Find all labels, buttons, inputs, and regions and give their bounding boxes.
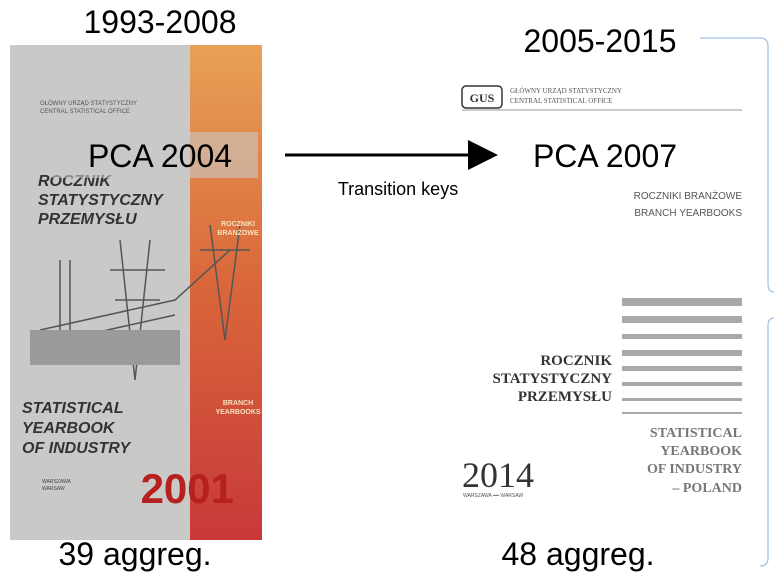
cover-series: BRANŻOWE bbox=[217, 229, 259, 237]
period-label: 1993-2008 bbox=[83, 4, 236, 40]
pca-label: PCA 2007 bbox=[533, 138, 677, 174]
pca-label: PCA 2004 bbox=[88, 138, 232, 174]
cover-title: – POLAND bbox=[671, 481, 742, 496]
cover-title: YEARBOOK bbox=[660, 444, 742, 459]
cover-title: ROCZNIK bbox=[540, 353, 612, 369]
brace bbox=[759, 317, 775, 567]
cover-strip bbox=[190, 45, 262, 540]
logo: GUS bbox=[470, 91, 495, 105]
count-label: 39 aggreg. bbox=[58, 536, 211, 572]
cover-series: YEARBOOKS bbox=[215, 409, 260, 416]
right-cover: GUS GŁÓWNY URZĄD STATYSTYCZNY CENTRAL ST… bbox=[440, 45, 760, 545]
cover-title: PRZEMYSŁU bbox=[518, 389, 612, 405]
count-label: 48 aggreg. bbox=[501, 536, 654, 572]
cover-office: GŁÓWNY URZĄD STATYSTYCZNY bbox=[510, 87, 622, 95]
cover-place: WARSZAWA bbox=[42, 479, 72, 485]
cover-office: GŁÓWNY URZĄD STATYSTYCZNY bbox=[40, 100, 137, 107]
cover-title: STATISTICAL bbox=[650, 426, 742, 441]
cover-background bbox=[440, 45, 760, 545]
cover-year: 2014 bbox=[462, 455, 534, 495]
pylon-illustration bbox=[30, 224, 250, 381]
period-label: 2005-2015 bbox=[523, 23, 676, 59]
cover-title: STATISTICAL bbox=[22, 400, 124, 417]
cover-title: STATYSTYCZNY bbox=[493, 371, 613, 387]
cover-office: CENTRAL STATISTICAL OFFICE bbox=[40, 109, 130, 115]
arrow-label: Transition keys bbox=[338, 179, 458, 199]
cover-title: OF INDUSTRY bbox=[647, 462, 742, 477]
cover-series: BRANCH YEARBOOKS bbox=[634, 208, 742, 219]
cover-series: ROCZNIKI BRANŻOWE bbox=[634, 189, 743, 202]
brace bbox=[700, 37, 775, 293]
cover-title: OF INDUSTRY bbox=[22, 440, 131, 457]
cover-title: PRZEMYSŁU bbox=[38, 211, 137, 228]
stripes bbox=[622, 298, 742, 414]
cover-year: 2001 bbox=[141, 465, 234, 512]
left-cover: GŁÓWNY URZĄD STATYSTYCZNY CENTRAL STATIS… bbox=[10, 45, 262, 540]
cover-place: WARSAW bbox=[42, 486, 65, 492]
cover-series: ROCZNIKI bbox=[221, 221, 255, 228]
logo-box bbox=[461, 85, 503, 109]
cover-place: WARSZAWA ━━ WARSAW bbox=[463, 493, 523, 499]
cover-title: YEARBOOK bbox=[22, 420, 116, 437]
cover-series: BRANCH bbox=[223, 400, 253, 407]
cover-title: STATYSTYCZNY bbox=[38, 192, 164, 209]
label-backdrop bbox=[52, 132, 258, 178]
cover-office: CENTRAL STATISTICAL OFFICE bbox=[510, 97, 612, 105]
